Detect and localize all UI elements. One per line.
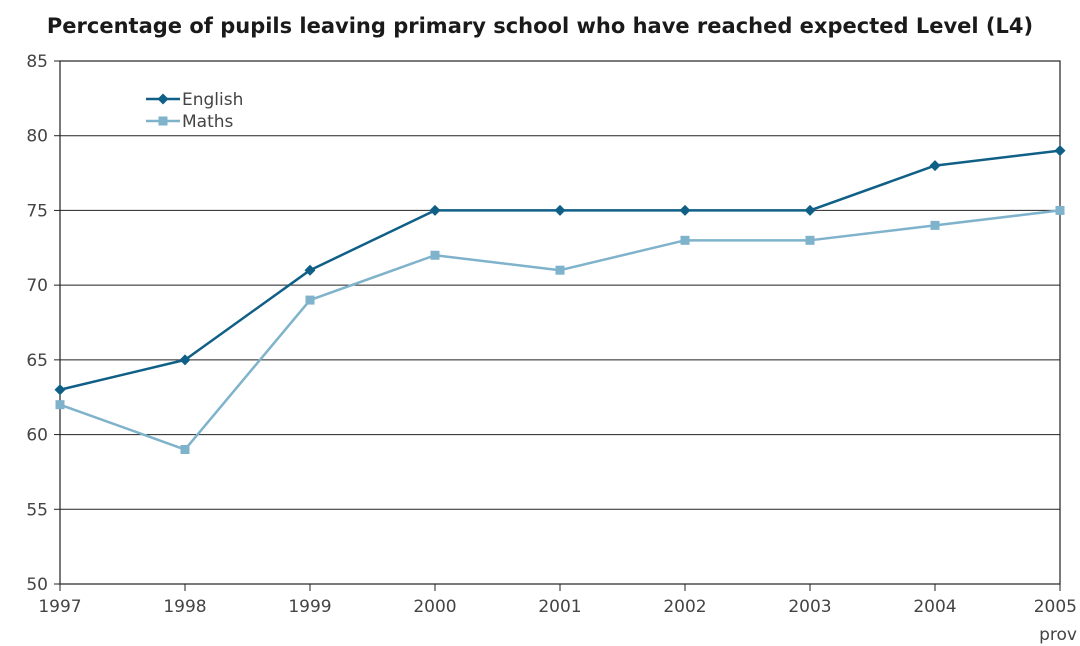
x-tick-label-2004: 2004 — [913, 597, 956, 617]
x-tick-label-1999: 1999 — [288, 597, 331, 617]
series-line-maths — [59, 209, 1061, 451]
x-tick-label-2005: 2005 — [1034, 597, 1077, 617]
x-tick-label-2003: 2003 — [788, 597, 831, 617]
data-point-maths-1999 — [305, 295, 315, 305]
y-tick-label-85: 85 — [26, 52, 48, 72]
x-tick-sublabel-2005: prov — [1039, 625, 1077, 645]
chart-title: Percentage of pupils leaving primary sch… — [46, 14, 1034, 38]
data-point-maths-2002 — [680, 235, 690, 245]
x-tick-label-2001: 2001 — [538, 597, 581, 617]
data-point-maths-2004 — [930, 220, 940, 230]
data-point-english-2005 — [1054, 145, 1066, 157]
y-tick-label-60: 60 — [26, 426, 48, 446]
data-point-english-2000 — [429, 204, 441, 216]
axes: 50 55 60 65 70 75 80 85 1997 1998 1999 2000 2001 2002… — [26, 52, 1077, 645]
x-tick-label-2000: 2000 — [413, 597, 456, 617]
legend-marker-english — [157, 93, 169, 105]
series-maths — [55, 205, 1065, 455]
x-tick-label-1997: 1997 — [38, 597, 81, 617]
data-point-maths-2001 — [555, 265, 565, 275]
legend-marker-maths — [158, 116, 168, 126]
series-english — [54, 145, 1066, 396]
data-point-english-2001 — [554, 204, 566, 216]
x-tick-label-2002: 2002 — [663, 597, 706, 617]
y-tick-label-70: 70 — [26, 276, 48, 296]
data-point-maths-2000 — [430, 250, 440, 260]
data-point-english-2002 — [679, 204, 691, 216]
data-point-english-2003 — [804, 204, 816, 216]
data-point-english-2004 — [929, 160, 941, 172]
gridlines — [60, 135, 1060, 510]
y-tick-label-55: 55 — [26, 500, 48, 520]
data-point-english-1999 — [304, 264, 316, 276]
y-tick-label-65: 65 — [26, 351, 48, 371]
data-point-maths-2005 — [1055, 205, 1065, 215]
data-point-maths-1997 — [55, 400, 65, 410]
data-point-maths-1998 — [180, 445, 190, 455]
data-point-english-1997 — [54, 384, 66, 396]
legend-label-english: English — [182, 90, 243, 110]
y-tick-label-50: 50 — [26, 575, 48, 595]
y-tick-label-80: 80 — [26, 127, 48, 147]
x-tick-label-1998: 1998 — [163, 597, 206, 617]
data-point-maths-2003 — [805, 235, 815, 245]
legend-label-maths: Maths — [182, 112, 234, 132]
y-tick-label-75: 75 — [26, 201, 48, 221]
plot-area-frame — [59, 60, 1061, 585]
series-group — [54, 145, 1066, 455]
data-point-english-1998 — [179, 354, 191, 366]
